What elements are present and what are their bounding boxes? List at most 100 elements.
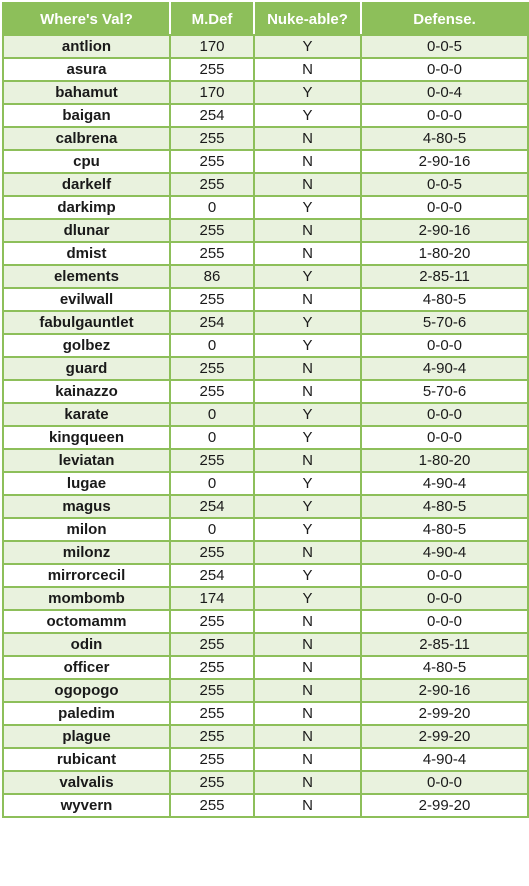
cell-nukeable: N [253, 241, 362, 266]
table-row: dmist 255 N 1-80-20 [2, 241, 529, 266]
table-row: bahamut 170 Y 0-0-4 [2, 80, 529, 105]
cell-mdef: 0 [169, 425, 255, 450]
cell-nukeable: N [253, 172, 362, 197]
cell-nukeable: N [253, 770, 362, 795]
cell-mdef: 255 [169, 655, 255, 680]
cell-nukeable: N [253, 126, 362, 151]
cell-defense: 2-90-16 [360, 218, 529, 243]
cell-mdef: 255 [169, 747, 255, 772]
cell-name: antlion [2, 34, 171, 59]
cell-mdef: 255 [169, 287, 255, 312]
cell-defense: 4-80-5 [360, 287, 529, 312]
cell-defense: 0-0-4 [360, 80, 529, 105]
cell-name: mirrorcecil [2, 563, 171, 588]
cell-name: lugae [2, 471, 171, 496]
cell-name: bahamut [2, 80, 171, 105]
cell-nukeable: Y [253, 34, 362, 59]
cell-mdef: 255 [169, 172, 255, 197]
table-row: dlunar 255 N 2-90-16 [2, 218, 529, 243]
cell-name: fabulgauntlet [2, 310, 171, 335]
table-row: evilwall 255 N 4-80-5 [2, 287, 529, 312]
cell-defense: 4-90-4 [360, 356, 529, 381]
cell-name: golbez [2, 333, 171, 358]
table-row: karate 0 Y 0-0-0 [2, 402, 529, 427]
cell-name: guard [2, 356, 171, 381]
cell-name: darkimp [2, 195, 171, 220]
header-nukeable: Nuke-able? [253, 2, 362, 36]
cell-mdef: 86 [169, 264, 255, 289]
cell-defense: 2-90-16 [360, 678, 529, 703]
cell-defense: 0-0-0 [360, 103, 529, 128]
cell-mdef: 254 [169, 494, 255, 519]
cell-defense: 2-99-20 [360, 724, 529, 749]
header-mdef: M.Def [169, 2, 255, 36]
cell-nukeable: N [253, 793, 362, 818]
cell-mdef: 255 [169, 448, 255, 473]
cell-mdef: 255 [169, 57, 255, 82]
cell-name: kingqueen [2, 425, 171, 450]
table-row: rubicant 255 N 4-90-4 [2, 747, 529, 772]
cell-nukeable: Y [253, 563, 362, 588]
cell-mdef: 254 [169, 563, 255, 588]
table-row: antlion 170 Y 0-0-5 [2, 34, 529, 59]
cell-defense: 2-90-16 [360, 149, 529, 174]
table-row: mirrorcecil 254 Y 0-0-0 [2, 563, 529, 588]
cell-mdef: 255 [169, 356, 255, 381]
table-row: cpu 255 N 2-90-16 [2, 149, 529, 174]
cell-nukeable: N [253, 701, 362, 726]
cell-name: wyvern [2, 793, 171, 818]
cell-name: milon [2, 517, 171, 542]
cell-nukeable: Y [253, 103, 362, 128]
table-row: kingqueen 0 Y 0-0-0 [2, 425, 529, 450]
cell-name: leviatan [2, 448, 171, 473]
cell-mdef: 0 [169, 517, 255, 542]
cell-defense: 0-0-0 [360, 563, 529, 588]
table-row: octomamm 255 N 0-0-0 [2, 609, 529, 634]
header-name: Where's Val? [2, 2, 171, 36]
cell-defense: 1-80-20 [360, 448, 529, 473]
cell-nukeable: Y [253, 195, 362, 220]
cell-nukeable: N [253, 632, 362, 657]
cell-nukeable: N [253, 287, 362, 312]
cell-name: darkelf [2, 172, 171, 197]
cell-nukeable: N [253, 379, 362, 404]
cell-nukeable: N [253, 747, 362, 772]
cell-defense: 0-0-0 [360, 425, 529, 450]
cell-name: paledim [2, 701, 171, 726]
cell-mdef: 170 [169, 80, 255, 105]
table-row: darkelf 255 N 0-0-5 [2, 172, 529, 197]
table-row: milon 0 Y 4-80-5 [2, 517, 529, 542]
cell-name: calbrena [2, 126, 171, 151]
cell-name: rubicant [2, 747, 171, 772]
cell-name: baigan [2, 103, 171, 128]
cell-defense: 0-0-0 [360, 609, 529, 634]
table-row: golbez 0 Y 0-0-0 [2, 333, 529, 358]
cell-defense: 4-90-4 [360, 471, 529, 496]
cell-name: valvalis [2, 770, 171, 795]
cell-mdef: 255 [169, 793, 255, 818]
table-row: paledim 255 N 2-99-20 [2, 701, 529, 726]
cell-nukeable: N [253, 218, 362, 243]
table-row: milonz 255 N 4-90-4 [2, 540, 529, 565]
cell-defense: 5-70-6 [360, 379, 529, 404]
cell-mdef: 255 [169, 770, 255, 795]
cell-nukeable: Y [253, 310, 362, 335]
header-row: Where's Val? M.Def Nuke-able? Defense. [2, 2, 529, 36]
cell-name: octomamm [2, 609, 171, 634]
cell-mdef: 0 [169, 402, 255, 427]
cell-mdef: 0 [169, 471, 255, 496]
cell-defense: 4-80-5 [360, 655, 529, 680]
cell-nukeable: N [253, 724, 362, 749]
cell-defense: 4-90-4 [360, 540, 529, 565]
table-row: kainazzo 255 N 5-70-6 [2, 379, 529, 404]
cell-mdef: 255 [169, 379, 255, 404]
table-row: asura 255 N 0-0-0 [2, 57, 529, 82]
cell-mdef: 255 [169, 241, 255, 266]
cell-name: officer [2, 655, 171, 680]
cell-defense: 4-80-5 [360, 517, 529, 542]
cell-nukeable: Y [253, 425, 362, 450]
cell-mdef: 255 [169, 701, 255, 726]
cell-mdef: 255 [169, 218, 255, 243]
table-row: odin 255 N 2-85-11 [2, 632, 529, 657]
cell-name: mombomb [2, 586, 171, 611]
